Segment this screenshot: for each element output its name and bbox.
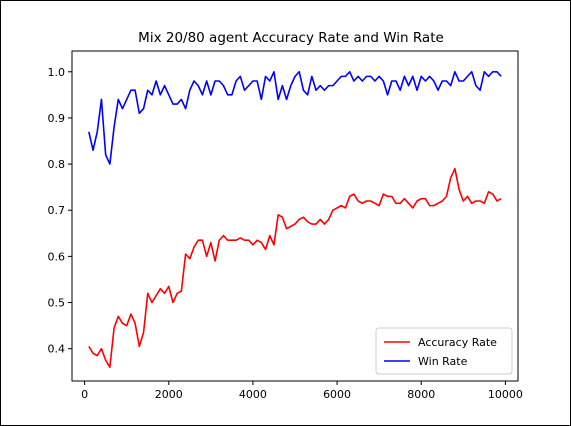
legend: Accuracy Rate Win Rate: [375, 327, 513, 375]
y-tick-label: 0.8: [48, 158, 66, 171]
x-tick-label: 4000: [239, 388, 267, 401]
x-tick-label: 2000: [155, 388, 183, 401]
y-tick-label: 0.5: [48, 297, 66, 310]
y-tick-label: 1.0: [48, 66, 66, 79]
y-tick-label: 0.4: [48, 343, 66, 356]
legend-label: Win Rate: [418, 355, 468, 368]
y-axis: 0.4 0.5 0.6 0.7 0.8 0.9 1.0: [48, 66, 72, 356]
legend-box: [375, 327, 513, 375]
plot-frame: [71, 50, 519, 382]
y-tick-label: 0.9: [48, 112, 66, 125]
y-tick-label: 0.6: [48, 250, 66, 263]
series-line-accuracy-rate: [88, 167, 502, 368]
series-layer: [88, 70, 502, 368]
x-tick-label: 0: [81, 388, 88, 401]
x-axis: 0 2000 4000 6000 8000 10000: [81, 381, 523, 401]
x-tick-label: 10000: [488, 388, 523, 401]
plot-area: [71, 50, 519, 382]
chart-title: Mix 20/80 agent Accuracy Rate and Win Ra…: [138, 30, 444, 46]
legend-label: Accuracy Rate: [418, 336, 497, 349]
series-line-win-rate: [88, 70, 502, 165]
y-tick-label: 0.7: [48, 204, 66, 217]
x-tick-label: 6000: [323, 388, 351, 401]
x-tick-label: 8000: [407, 388, 435, 401]
